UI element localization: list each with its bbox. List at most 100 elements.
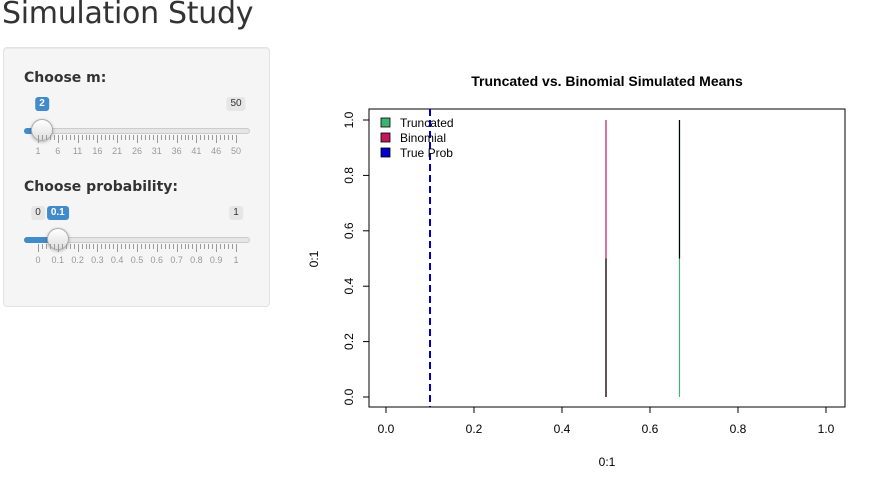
probability-slider-tick-label: 0.6	[150, 255, 164, 265]
m-slider-tick	[38, 135, 39, 143]
m-slider[interactable]: 50 2 1 6 11 16 21 26 31 36 41 46 50	[24, 97, 250, 177]
probability-slider-tick-label: 0.1	[51, 255, 65, 265]
m-slider-tick	[49, 135, 51, 140]
probability-slider-tick	[105, 244, 107, 249]
probability-slider-tick	[192, 244, 194, 249]
m-slider-tick	[137, 135, 138, 143]
m-slider-tick	[204, 135, 206, 140]
m-slider-tick	[121, 135, 123, 140]
m-slider-tick	[176, 135, 178, 143]
probability-slider-tick	[160, 244, 162, 249]
probability-slider-tick	[168, 244, 170, 249]
m-slider-tick	[228, 135, 230, 140]
probability-slider-value-label: 0.1	[46, 206, 69, 220]
m-slider-tick	[105, 135, 107, 140]
probability-slider-tick	[121, 244, 123, 249]
m-slider-handle[interactable]	[31, 119, 54, 141]
probability-slider-tick-label: 0.3	[91, 255, 104, 265]
probability-slider-tick	[45, 244, 47, 249]
probability-slider-tick	[69, 244, 71, 249]
m-slider-tick	[220, 135, 222, 140]
m-slider-tick	[81, 135, 83, 140]
m-slider-tick	[89, 135, 91, 140]
m-slider-tick	[57, 135, 59, 143]
m-slider-tick	[93, 135, 95, 140]
probability-slider-tick	[61, 244, 63, 249]
m-slider-tick	[69, 135, 71, 140]
y-tick-label: 1.0	[342, 111, 356, 128]
probability-slider-tick	[144, 244, 146, 249]
probability-slider-tick	[117, 244, 119, 252]
legend-swatch	[380, 147, 391, 158]
m-slider-tick	[113, 135, 115, 140]
m-slider-tick	[97, 135, 99, 143]
probability-slider-tick	[236, 244, 237, 252]
m-slider-tick	[152, 135, 154, 140]
m-slider-tick-label: 31	[151, 146, 162, 156]
x-tick-label: 1.0	[818, 422, 835, 436]
legend-label: Binomial	[400, 131, 446, 145]
probability-slider-tick	[113, 244, 115, 249]
m-slider-tick	[53, 135, 55, 140]
probability-slider-tick	[41, 244, 43, 249]
m-slider-tick	[45, 135, 47, 140]
probability-slider-tick-label: 0.5	[130, 255, 144, 265]
m-slider-tick	[125, 135, 127, 140]
probability-slider-tick	[232, 244, 234, 249]
m-slider-tick	[168, 135, 170, 140]
probability-slider-ticks	[24, 244, 250, 254]
probability-slider-tick	[77, 244, 79, 252]
probability-slider-tick-label: 0.9	[209, 255, 223, 265]
probability-slider-tick	[216, 244, 218, 252]
m-slider-tick	[61, 135, 63, 140]
m-slider-tick	[140, 135, 142, 140]
probability-slider-tick-label: 0.7	[170, 255, 183, 265]
probability-slider-tick	[38, 244, 39, 252]
x-tick-label: 0.4	[554, 422, 571, 436]
x-tick-label: 0.6	[642, 422, 659, 436]
m-slider-tick-label: 6	[55, 146, 61, 156]
m-slider-tick	[156, 135, 158, 143]
probability-slider-tick-label: 0.8	[190, 255, 203, 265]
m-slider-tick	[224, 135, 226, 140]
probability-slider-tick	[89, 244, 91, 249]
m-slider-tick	[200, 135, 202, 140]
m-slider-tick	[160, 135, 162, 140]
probability-slider-tick	[208, 244, 210, 249]
m-slider-value-label: 2	[35, 97, 49, 111]
m-slider-track[interactable]	[24, 128, 250, 134]
probability-slider-tick-labels: 0 0.1 0.2 0.3 0.4 0.5 0.6 0.7 0.8 0.9 1	[24, 255, 250, 267]
x-tick-label: 0.8	[730, 422, 747, 436]
probability-slider-tick	[164, 244, 166, 249]
m-slider-tick-label: 16	[92, 146, 103, 156]
probability-slider-tick	[148, 244, 150, 249]
m-slider-tick	[232, 135, 234, 140]
probability-slider-tick	[125, 244, 127, 249]
probability-slider-tick	[228, 244, 230, 249]
m-slider-tick-label: 21	[112, 146, 123, 156]
probability-slider-tick	[156, 244, 158, 252]
y-tick-label: 0.0	[342, 388, 356, 405]
m-slider-tick-label: 41	[191, 146, 202, 156]
m-slider-tick-label: 50	[230, 146, 242, 156]
plot-frame	[368, 108, 846, 408]
probability-slider-tick	[97, 244, 99, 252]
probability-slider-tick	[188, 244, 190, 249]
probability-slider-tick	[140, 244, 142, 249]
probability-slider-tick	[49, 244, 51, 249]
m-slider-tick-label: 1	[35, 146, 41, 156]
m-slider-tick	[192, 135, 194, 140]
probability-slider-tick	[93, 244, 95, 249]
m-slider-tick	[101, 135, 103, 140]
simulated-means-plot: Truncated vs. Binomial Simulated Means 0…	[307, 73, 846, 469]
m-slider-tick	[129, 135, 131, 140]
probability-slider[interactable]: 0 1 0.1 0 0.1 0.2 0.3 0.4 0.5 0.6 0.7 0.8 0.9 1	[24, 206, 250, 286]
m-slider-tick-labels: 1 6 11 16 21 26 31 36 41 46 50	[24, 146, 250, 158]
legend-label: Truncated	[400, 116, 454, 130]
m-slider-tick	[184, 135, 186, 140]
probability-slider-tick	[172, 244, 174, 249]
probability-slider-label: Choose probability:	[24, 179, 179, 195]
m-slider-tick	[133, 135, 135, 140]
legend-swatch	[380, 117, 391, 128]
m-slider-tick	[73, 135, 75, 140]
